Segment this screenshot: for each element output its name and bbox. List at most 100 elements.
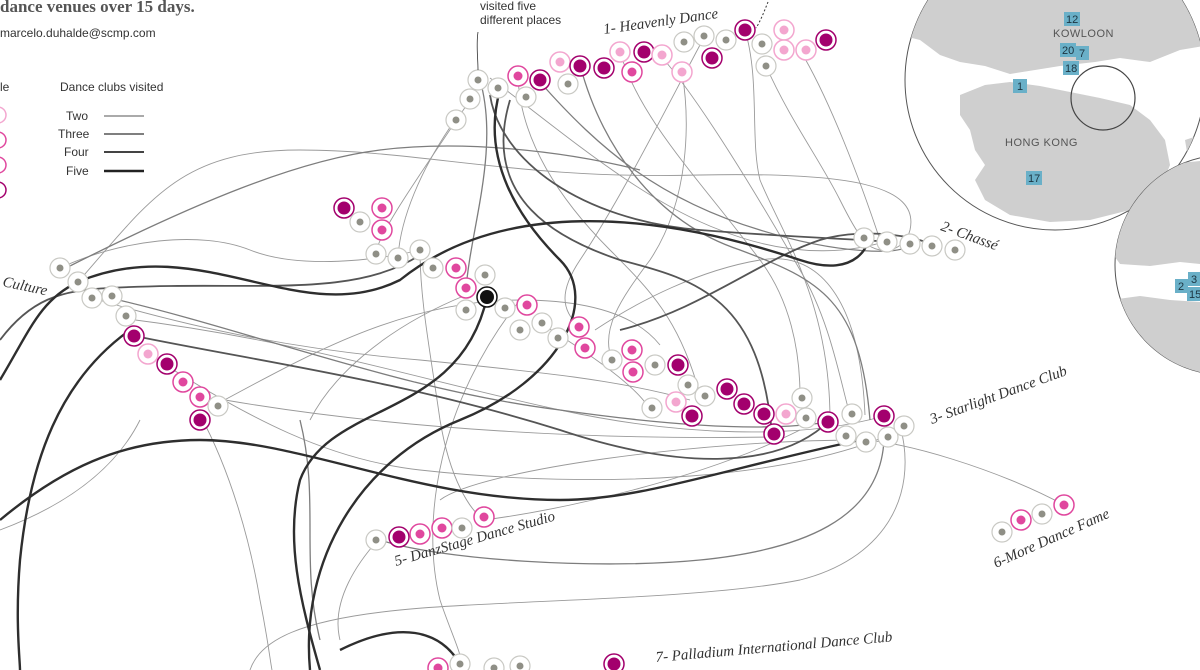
dancer-dot: [667, 354, 689, 376]
dancer-dot: [795, 407, 817, 429]
dancer-dot: [137, 343, 159, 365]
dancer-dot: [387, 247, 409, 269]
dancer-dot: [681, 405, 703, 427]
dancer-dot: [189, 386, 211, 408]
venue-label-culture: Culture: [1, 274, 49, 299]
legend-label-five: Five: [66, 164, 89, 178]
dancer-dot: [734, 19, 756, 41]
dancer-dot: [751, 33, 773, 55]
dancer-dot: [991, 521, 1013, 543]
locator-map-kowloon: KOWLOON HONG KONG: [904, 0, 1200, 231]
dancer-dot: [207, 395, 229, 417]
dancer-dot: [677, 374, 699, 396]
dancer-dot: [622, 361, 644, 383]
dancer-dot: [459, 88, 481, 110]
dancer-dot: [547, 327, 569, 349]
badge-12: 12: [1066, 14, 1078, 26]
dancer-dot: [569, 55, 591, 77]
dancer-dot: [633, 41, 655, 63]
legend-swatch-1: [0, 106, 7, 124]
dancer-dot: [371, 219, 393, 241]
dancer-dot: [835, 425, 857, 447]
dancer-dot: [694, 385, 716, 407]
dancer-dot: [817, 411, 839, 433]
dancer-dot: [365, 529, 387, 551]
dancer-dot: [716, 378, 738, 400]
dancer-dot: [172, 371, 194, 393]
dancer-dot: [944, 239, 966, 261]
badge-1: 1: [1017, 81, 1023, 93]
badge-17: 17: [1028, 173, 1040, 185]
dancer-dot: [455, 299, 477, 321]
dancer-dot: [855, 431, 877, 453]
dancer-dot: [115, 305, 137, 327]
legend-label-two: Two: [66, 109, 88, 123]
connection-lines: [0, 29, 1065, 670]
venue-label-starlight: 3- Starlight Dance Club: [927, 363, 1070, 428]
dancer-dot: [81, 287, 103, 309]
dancer-dot: [476, 286, 498, 308]
byline-email: marcelo.duhalde@scmp.com: [0, 26, 156, 40]
badge-3: 3: [1191, 274, 1197, 286]
dancer-dot: [701, 47, 723, 69]
dancer-dot: [609, 41, 631, 63]
annotation-line2: different places: [480, 13, 561, 27]
dancer-dot: [815, 29, 837, 51]
dancer-dot: [509, 655, 531, 670]
hongkong-label: HONG KONG: [1005, 137, 1078, 149]
dancer-dot: [853, 227, 875, 249]
map-badges: 12 20 7 18 1 17 2 3 15: [1013, 12, 1200, 301]
dancer-dot: [593, 57, 615, 79]
dancer-dot: [509, 319, 531, 341]
kowloon-label: KOWLOON: [1053, 28, 1114, 40]
headline: dance venues over 15 days.: [0, 0, 195, 16]
dancer-dot: [333, 197, 355, 219]
dancer-dot: [641, 397, 663, 419]
dancer-dot: [753, 403, 775, 425]
dancer-dot: [455, 277, 477, 299]
dancer-dot: [507, 65, 529, 87]
dancer-dot: [49, 257, 71, 279]
legend-swatch-2: [0, 131, 7, 149]
badge-2: 2: [1178, 281, 1184, 293]
dancer-dot: [693, 25, 715, 47]
dancer-dot: [568, 316, 590, 338]
dancer-dot: [621, 339, 643, 361]
dancer-dot: [715, 29, 737, 51]
dancer-dot: [775, 403, 797, 425]
annotation: visited five different places: [476, 0, 769, 71]
dancer-dot: [899, 233, 921, 255]
dancer-dot: [349, 211, 371, 233]
dancer-dot: [1053, 494, 1075, 516]
dancer-dot: [449, 653, 471, 670]
dancer-dot: [451, 517, 473, 539]
dancer-dot: [123, 325, 145, 347]
dancer-dot: [755, 55, 777, 77]
dancer-dot: [445, 257, 467, 279]
dancer-dot: [516, 294, 538, 316]
dancer-dot: [189, 409, 211, 431]
dancer-dot: [574, 337, 596, 359]
dancer-dot: [665, 391, 687, 413]
legend-left-label: le: [0, 80, 10, 94]
dancer-dot: [791, 387, 813, 409]
dancer-dot: [474, 264, 496, 286]
dancer-dot: [773, 19, 795, 41]
dancer-dot: [644, 354, 666, 376]
dancer-dot: [529, 69, 551, 91]
badge-20: 20: [1062, 45, 1074, 57]
dancer-dot: [487, 77, 509, 99]
legend-swatch-4: [0, 181, 7, 199]
legend: le Dance clubs visited Two Three Four Fi…: [0, 80, 163, 199]
dancer-dot: [795, 39, 817, 61]
dancer-dot: [409, 239, 431, 261]
dancer-dot: [673, 31, 695, 53]
dancer-dot: [873, 405, 895, 427]
dancer-dot: [467, 69, 489, 91]
dancer-dot: [531, 312, 553, 334]
dancer-dot: [515, 86, 537, 108]
dancer-dot: [621, 61, 643, 83]
dancer-dot: [601, 349, 623, 371]
dancer-dot: [651, 44, 673, 66]
dancer-dot: [156, 353, 178, 375]
